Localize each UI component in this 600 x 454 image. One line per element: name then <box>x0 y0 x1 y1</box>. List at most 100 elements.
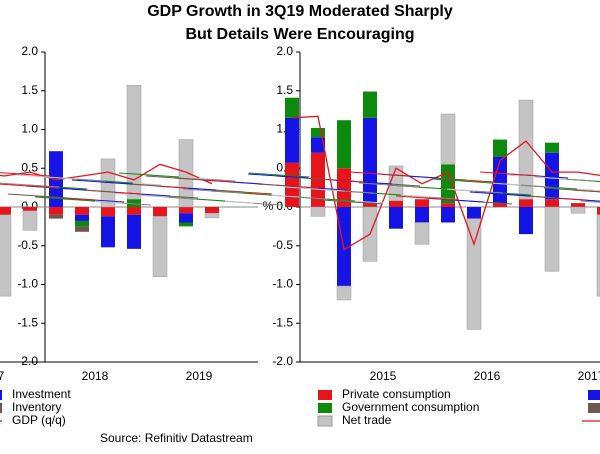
chart-title: GDP Growth in 3Q19 Moderated Sharply <box>147 3 453 20</box>
x-tick-label: 2015 <box>370 369 397 383</box>
glitch-line <box>469 191 531 197</box>
bar <box>545 142 559 153</box>
bar <box>0 214 12 297</box>
bar <box>311 127 325 138</box>
x-tick-label: 2016 <box>474 369 501 383</box>
y-tick-label: -1.0 <box>272 277 293 291</box>
legend-label: Investment <box>12 387 71 401</box>
bar <box>441 164 455 204</box>
bar <box>389 200 403 207</box>
bar <box>285 97 299 118</box>
y-tick-label: -2.0 <box>17 354 38 368</box>
bar <box>363 203 377 207</box>
legend-label: Government consumption <box>342 400 479 414</box>
bar <box>152 216 168 278</box>
glitch-line <box>358 182 420 188</box>
y-tick-label: 1.0 <box>21 122 38 136</box>
glitch-line <box>118 172 180 178</box>
bar <box>467 207 481 219</box>
y-tick-label: 2.0 <box>276 44 293 58</box>
bar <box>49 151 63 207</box>
bar <box>127 207 141 215</box>
glitch-line <box>0 183 59 189</box>
bar <box>126 85 142 200</box>
bar <box>415 207 429 223</box>
bar <box>570 206 586 214</box>
glitch-line <box>16 174 78 180</box>
chart-copy: -2.0-1.5-1.0-0.50.00.51.01.52.0201520162… <box>0 44 258 383</box>
x-tick-label: 2017 <box>0 369 5 383</box>
bar <box>153 207 167 217</box>
glitch-line <box>108 192 170 198</box>
bar <box>285 117 299 163</box>
source: Source: Refinitiv Datastream <box>100 431 253 445</box>
y-tick-label: -1.0 <box>17 277 38 291</box>
glitch-line <box>580 200 600 203</box>
bar <box>544 206 560 272</box>
glitch-line <box>395 195 457 201</box>
bar <box>596 214 600 297</box>
bar <box>493 203 507 207</box>
bar <box>389 207 403 229</box>
bar <box>337 168 351 207</box>
legend-label: Private consumption <box>342 387 451 401</box>
bar <box>101 216 115 248</box>
bar <box>493 156 507 204</box>
legend-marker <box>0 390 2 400</box>
y-tick-label: 0.5 <box>21 160 38 174</box>
legend-marker <box>0 403 2 413</box>
bar <box>49 207 63 215</box>
bar <box>311 152 325 207</box>
bar <box>179 207 193 214</box>
bar <box>179 213 193 223</box>
bar <box>545 152 559 200</box>
glitch-line <box>71 179 133 185</box>
bar <box>518 99 534 200</box>
legend-marker <box>317 415 333 427</box>
bar <box>311 137 325 153</box>
x-tick-label: 2017 <box>578 369 600 383</box>
glitch-line <box>543 187 600 193</box>
bar <box>204 212 220 219</box>
bar <box>310 206 326 217</box>
bar <box>23 207 37 211</box>
bar <box>597 207 600 215</box>
x-tick-label: 2018 <box>82 369 109 383</box>
glitch-line <box>34 196 96 202</box>
glitch-line <box>0 182 60 188</box>
glitch-band <box>0 171 600 206</box>
bar <box>75 214 89 221</box>
glitch-line <box>248 172 310 178</box>
bar <box>363 117 377 204</box>
bar <box>440 113 456 165</box>
legend-marker <box>588 403 600 413</box>
bar <box>493 139 507 157</box>
bar <box>336 285 352 301</box>
legend-label: Net trade <box>342 413 392 427</box>
glitch-line <box>349 171 411 177</box>
y-tick-label: -0.5 <box>17 238 38 252</box>
bar <box>466 218 482 330</box>
y-tick-label: -2.0 <box>272 354 293 368</box>
glitch-line <box>432 178 494 184</box>
bar <box>205 207 219 214</box>
bar <box>285 162 299 207</box>
glitch-line <box>247 173 309 179</box>
glitch-line <box>0 172 51 177</box>
bar <box>49 214 63 219</box>
y-tick-label: -0.5 <box>272 238 293 252</box>
bar <box>363 91 377 118</box>
y-axis-label: % <box>263 199 274 213</box>
bar <box>441 203 455 207</box>
glitch-line <box>182 188 244 194</box>
bar <box>571 203 585 207</box>
y-tick-label: 1.5 <box>276 83 293 97</box>
y-tick-label: -1.5 <box>272 315 293 329</box>
legend-marker <box>318 403 332 413</box>
glitch-line <box>145 175 207 181</box>
bar <box>545 199 559 207</box>
y-tick-label: 1.5 <box>21 83 38 97</box>
